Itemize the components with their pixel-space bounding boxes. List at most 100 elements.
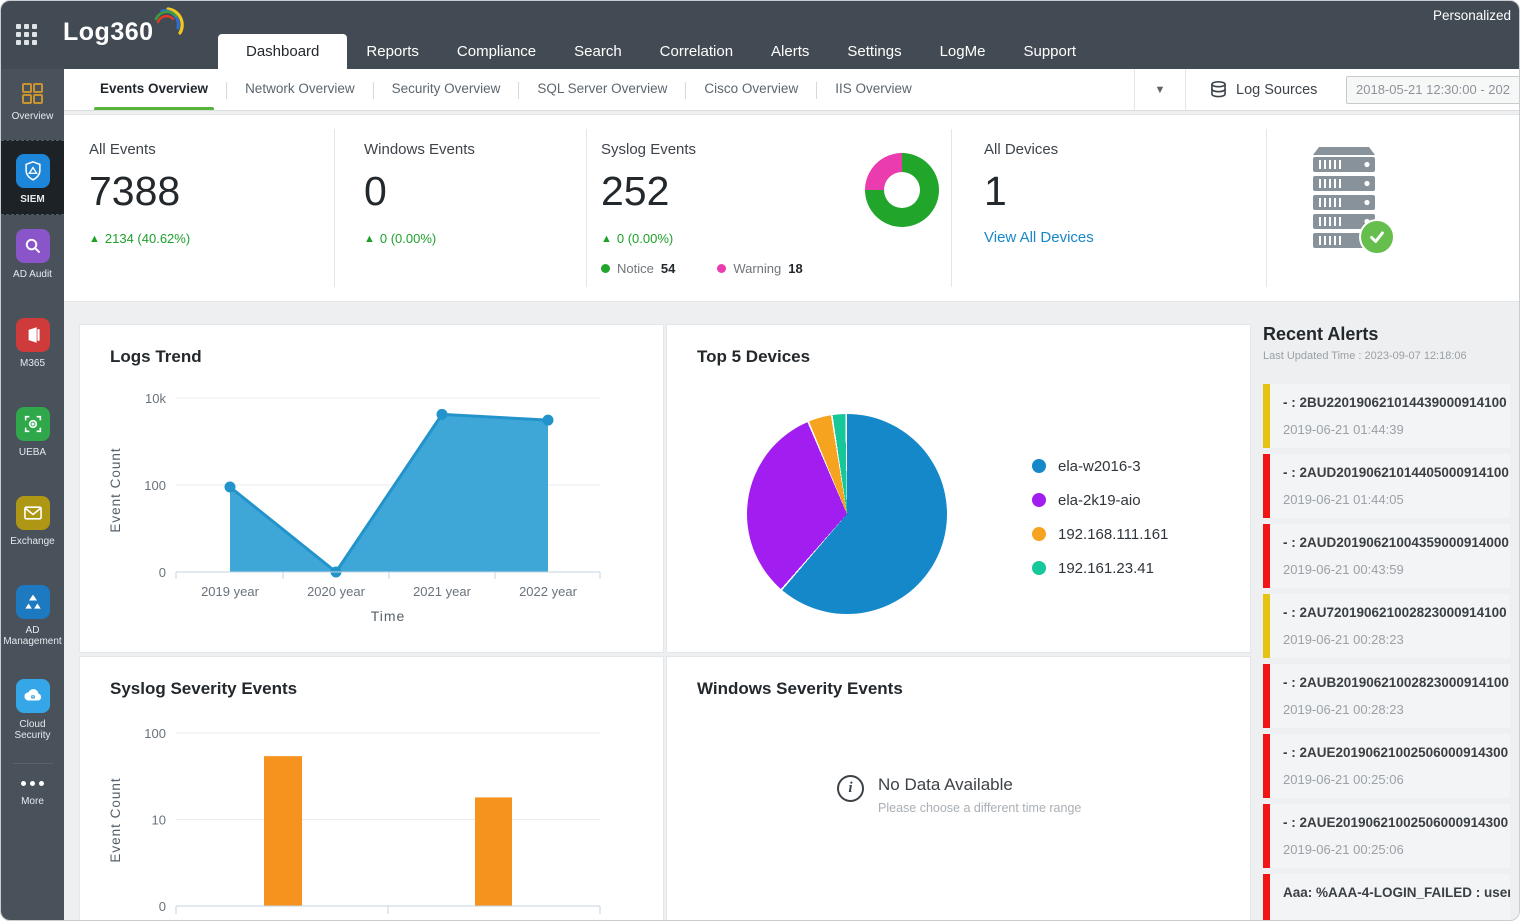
nav-correlation[interactable]: Correlation (659, 43, 734, 60)
sidebar-item-label: M365 (19, 358, 45, 369)
tab-iis-overview[interactable]: IIS Overview (835, 81, 912, 96)
alert-time: 2019-06-21 01:44:05 (1283, 492, 1404, 507)
alert-item[interactable]: - : 2AUD20190621004359000914000 2019-06-2… (1263, 524, 1510, 588)
alert-severity-bar (1263, 594, 1270, 658)
database-icon (1211, 81, 1226, 98)
tab-network-overview[interactable]: Network Overview (245, 81, 355, 96)
legend-item: ela-2k19-aio (1032, 483, 1168, 517)
sidebar-item-label: UEBA (18, 447, 47, 458)
sidebar-item-label: Cloud Security (14, 719, 51, 741)
sidebar-item-ad-management[interactable]: AD Management (1, 585, 64, 647)
alert-severity-bar (1263, 804, 1270, 868)
sidebar-item-siem[interactable]: SIEM (1, 140, 64, 215)
stat-delta: 2134 (40.62%) (104, 231, 191, 246)
alert-item[interactable]: - : 2AU720190621002823000914100 2019-06-2… (1263, 594, 1510, 658)
sidebar-divider (12, 763, 53, 764)
alert-severity-bar (1263, 734, 1270, 798)
more-ellipsis-icon (21, 776, 44, 790)
syslog-severity-panel: Syslog Severity Events 0 10 100 Event Count (79, 656, 665, 920)
stat-value: 0 (364, 168, 387, 214)
alert-id: - : 2AUE20190621002506000914300 (1283, 815, 1509, 830)
nav-logme[interactable]: LogMe (939, 43, 986, 60)
personalized-button[interactable]: Personalized (1432, 8, 1511, 23)
logs-trend-panel: Logs Trend 0 100 10k 2019 year 2020 year 2021… (79, 324, 664, 653)
alert-item[interactable]: - : 2AUD20190621014405000914100 2019-06-2… (1263, 454, 1510, 518)
syslog-severity-bar-chart: 0 10 100 Event Count (80, 707, 665, 920)
stat-label: All Events (89, 141, 156, 158)
sidebar-item-ad-audit[interactable]: AD Audit (1, 229, 64, 280)
tab-cisco-overview[interactable]: Cisco Overview (704, 81, 799, 96)
date-range-input[interactable]: 2018-05-21 12:30:00 - 202 (1346, 76, 1519, 104)
panel-title: Top 5 Devices (697, 347, 811, 366)
exchange-envelope-icon (15, 496, 50, 530)
nav-alerts[interactable]: Alerts (771, 43, 810, 60)
stat-label: Windows Events (364, 141, 475, 158)
svg-text:2019 year: 2019 year (201, 584, 259, 599)
alert-item[interactable]: - : 2BU220190621014439000914100 2019-06-2… (1263, 384, 1510, 448)
logo-swoosh-icon (154, 7, 184, 35)
divider (586, 129, 587, 287)
legend-label: 192.161.23.41 (1058, 559, 1154, 577)
alert-id: - : 2AUB20190621002823000914100 (1283, 675, 1509, 690)
tab-sql-server-overview[interactable]: SQL Server Overview (537, 81, 668, 96)
alert-item[interactable]: - : 2AUB20190621002823000914100 2019-06-2… (1263, 664, 1510, 728)
divider (951, 129, 952, 287)
nav-search[interactable]: Search (574, 43, 622, 60)
alert-item[interactable]: - : 2AUE20190621002506000914300 2019-06-2… (1263, 734, 1510, 798)
sidebar-item-label: Overview (11, 111, 54, 122)
alert-item[interactable]: - : 2AUE20190621002506000914300 2019-06-2… (1263, 804, 1510, 868)
alert-item[interactable]: Aaa: %AAA-4-LOGIN_FAILED : user a (1263, 874, 1510, 920)
nav-support[interactable]: Support (1023, 43, 1077, 60)
legend-dot-icon (1032, 527, 1046, 541)
alert-time: 2019-06-21 00:28:23 (1283, 632, 1404, 647)
alert-id: - : 2AUE20190621002506000914300 (1283, 745, 1509, 760)
tab-events-overview[interactable]: Events Overview (93, 69, 215, 110)
windows-severity-panel: Windows Severity Events i No Data Availa… (666, 656, 1251, 920)
nav-compliance[interactable]: Compliance (456, 43, 537, 60)
alert-severity-bar (1263, 454, 1270, 518)
alert-list: - : 2BU220190621014439000914100 2019-06-2… (1263, 384, 1510, 920)
no-data-hint: Please choose a different time range (878, 801, 1082, 815)
sidebar-item-ueba[interactable]: UEBA (1, 407, 64, 458)
sidebar-item-overview[interactable]: Overview (1, 82, 64, 122)
legend-warning: Warning 18 (717, 261, 803, 276)
legend-label: Notice (617, 261, 654, 276)
tab-security-overview[interactable]: Security Overview (391, 81, 501, 96)
more-tabs-dropdown[interactable]: ▼ (1134, 69, 1186, 110)
legend-dot-icon (1032, 493, 1046, 507)
sidebar-item-m365[interactable]: M365 (1, 318, 64, 369)
module-sidebar: Overview SIEM AD Audit (1, 69, 64, 920)
alert-id: - : 2AU720190621002823000914100 (1283, 605, 1507, 620)
stat-delta: 0 (0.00%) (616, 231, 674, 246)
legend-label: Warning (733, 261, 782, 276)
legend-item: 192.161.23.41 (1032, 551, 1168, 585)
summary-stats-panel: All Events 7388 ▲ 2134 (40.62%) Windows … (64, 114, 1519, 302)
alert-severity-bar (1263, 384, 1270, 448)
divider (334, 129, 335, 287)
svg-text:0: 0 (159, 899, 166, 914)
nav-reports[interactable]: Reports (366, 43, 419, 60)
legend-dot-icon (1032, 459, 1046, 473)
sidebar-item-more[interactable]: More (1, 776, 64, 807)
svg-text:Event Count: Event Count (108, 447, 123, 532)
m365-office-icon (15, 318, 50, 352)
nav-settings[interactable]: Settings (847, 43, 902, 60)
sidebar-item-cloud-security[interactable]: Cloud Security (1, 679, 64, 741)
alert-id: - : 2AUD20190621004359000914000 (1283, 535, 1509, 550)
sidebar-item-label: AD Audit (13, 269, 52, 280)
top5-devices-panel: Top 5 Devices ela-w2016-3 ela-2k19-aio 1… (666, 324, 1251, 653)
nav-dashboard[interactable]: Dashboard (218, 34, 348, 69)
legend-value: 18 (788, 261, 803, 276)
top-navigation: Dashboard Reports Compliance Search Corr… (218, 34, 1095, 69)
sidebar-item-exchange[interactable]: Exchange (1, 496, 64, 547)
syslog-severity-donut-chart (865, 153, 939, 227)
log-sources-button[interactable]: Log Sources (1210, 69, 1317, 110)
dashboard-subtabs: Events Overview Network Overview Securit… (64, 69, 1519, 111)
svg-text:10: 10 (152, 813, 166, 828)
ad-audit-magnifier-icon (15, 229, 50, 263)
view-all-devices-link[interactable]: View All Devices (984, 229, 1094, 246)
legend-item: 192.168.111.161 (1032, 517, 1168, 551)
app-launcher-icon[interactable] (16, 24, 38, 46)
svg-text:100: 100 (144, 478, 166, 493)
